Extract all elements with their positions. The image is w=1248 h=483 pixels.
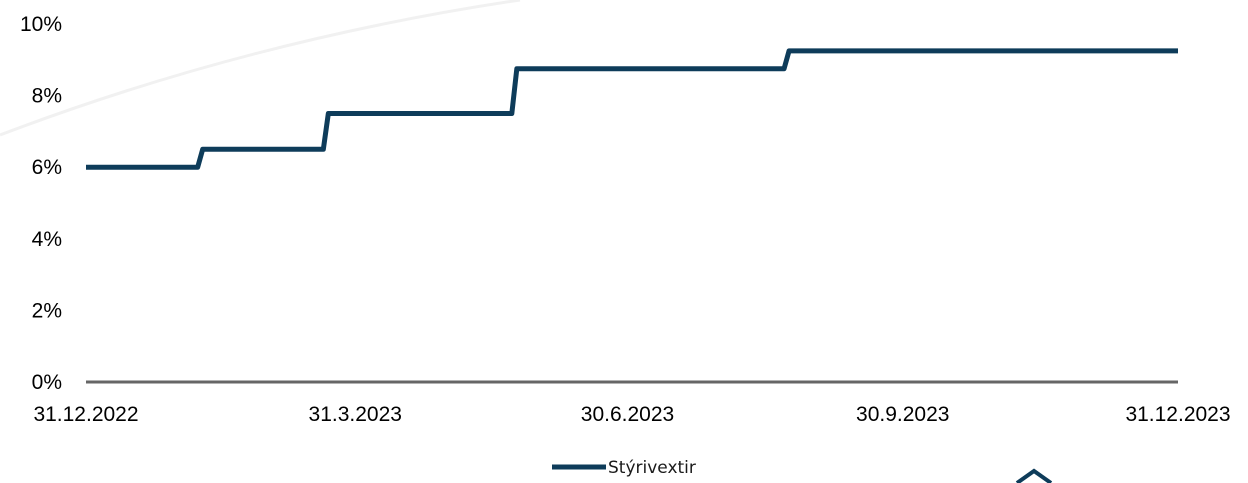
y-tick-label: 4% [32, 228, 62, 251]
corner-chevron-icon [1015, 468, 1053, 483]
x-tick-label: 30.6.2023 [581, 403, 674, 426]
background-swoosh [0, 0, 521, 137]
series-line-policy-rate [86, 48, 1178, 170]
x-tick-label: 31.12.2023 [1125, 403, 1230, 426]
legend: Stýrivextir [552, 458, 696, 478]
y-tick-label: 6% [32, 156, 62, 179]
y-tick-label: 8% [32, 85, 62, 108]
legend-label: Stýrivextir [608, 458, 696, 478]
y-tick-label: 10% [20, 13, 62, 36]
x-tick-label: 31.12.2022 [33, 403, 138, 426]
x-tick-label: 31.3.2023 [309, 403, 402, 426]
series-group [86, 48, 1178, 170]
x-axis: 31.12.2022 31.3.2023 30.6.2023 30.9.2023 31.… [33, 403, 1230, 426]
y-axis: 0% 2% 4% 6% 8% 10% [20, 13, 62, 394]
y-tick-label: 0% [32, 371, 62, 394]
y-tick-label: 2% [32, 299, 62, 322]
x-tick-label: 30.9.2023 [856, 403, 949, 426]
